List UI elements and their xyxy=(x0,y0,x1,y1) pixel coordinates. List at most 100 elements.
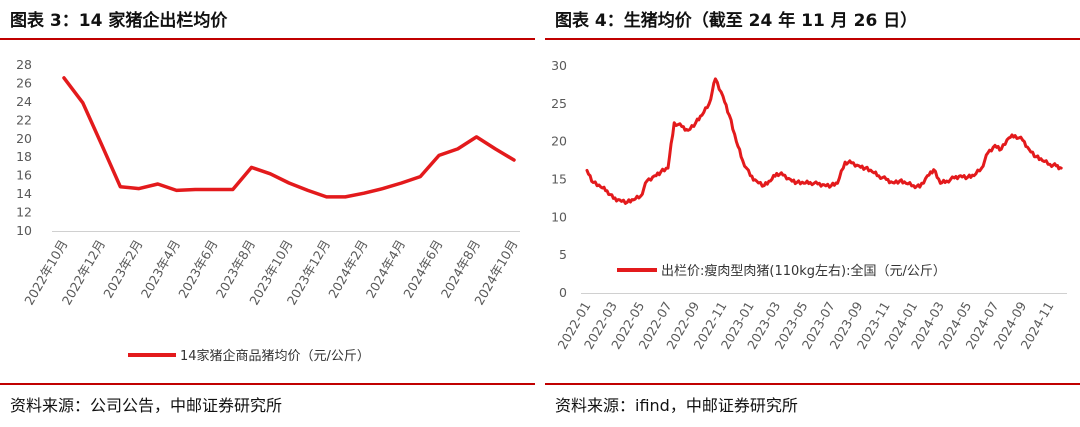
data-point xyxy=(437,154,441,157)
series-line-14-pig-companies xyxy=(62,76,516,199)
data-point xyxy=(475,135,478,139)
data-point xyxy=(769,180,772,183)
data-point xyxy=(763,184,766,187)
data-point xyxy=(749,174,752,177)
data-point xyxy=(885,178,888,181)
data-point xyxy=(994,144,996,147)
data-point xyxy=(898,180,901,183)
left-chart-title: 图表 3：14 家猪企出栏均价 xyxy=(10,11,228,31)
data-point xyxy=(986,152,989,155)
data-point xyxy=(932,168,935,171)
data-point xyxy=(381,187,384,190)
data-point xyxy=(194,188,197,191)
data-point xyxy=(877,174,880,177)
data-point xyxy=(137,187,141,190)
data-point xyxy=(212,188,216,191)
data-point xyxy=(1055,164,1058,167)
data-point xyxy=(802,182,805,185)
data-point xyxy=(306,189,309,192)
y-tick-label: 14 xyxy=(16,186,32,201)
y-tick-label: 22 xyxy=(16,112,32,127)
data-point xyxy=(980,167,983,170)
data-point xyxy=(741,159,744,162)
left-line-chart: 101214161820222426282022年10月2022年12月2023… xyxy=(16,57,521,364)
data-point xyxy=(830,184,833,187)
data-point xyxy=(666,167,669,170)
y-tick-label: 30 xyxy=(551,58,567,73)
data-point xyxy=(735,140,738,143)
y-tick-label: 10 xyxy=(551,209,567,224)
data-point xyxy=(871,170,874,173)
data-point xyxy=(1028,148,1030,151)
data-point xyxy=(456,147,459,151)
data-point xyxy=(918,186,921,189)
data-point xyxy=(959,174,962,177)
right-source-note: 资料来源：ifind，中邮证券研究所 xyxy=(555,396,798,415)
legend-label: 14家猪企商品猪均价（元/公斤） xyxy=(180,348,370,364)
data-point xyxy=(781,173,784,176)
data-point xyxy=(1060,167,1063,170)
right-top-rule xyxy=(545,38,1080,40)
y-tick-label: 26 xyxy=(16,75,32,90)
data-point xyxy=(789,178,792,181)
data-point xyxy=(939,182,942,185)
data-point xyxy=(775,172,778,175)
data-point xyxy=(904,182,907,185)
data-point xyxy=(1035,155,1038,158)
data-point xyxy=(119,185,122,188)
y-tick-label: 18 xyxy=(16,149,32,164)
data-point xyxy=(809,181,812,184)
data-point xyxy=(645,180,648,183)
data-point xyxy=(606,189,609,192)
y-tick-label: 16 xyxy=(16,168,32,183)
data-point xyxy=(700,114,703,117)
data-point xyxy=(81,101,84,105)
data-point xyxy=(618,198,621,201)
data-point xyxy=(722,95,724,98)
data-point xyxy=(1014,134,1017,137)
data-point xyxy=(836,182,839,185)
y-tick-label: 20 xyxy=(16,131,32,146)
right-chart-panel: 图表 4：生猪均价（截至 24 年 11 月 26 日） 0 5 10 15 20 25 3… xyxy=(545,0,1080,427)
data-point xyxy=(687,129,690,132)
data-point xyxy=(714,77,717,80)
data-point xyxy=(599,186,602,189)
y-tick-label: 15 xyxy=(551,172,567,187)
data-point xyxy=(419,175,422,178)
data-point xyxy=(912,184,915,187)
data-point xyxy=(626,201,629,204)
data-point xyxy=(653,174,656,177)
data-point xyxy=(1021,139,1024,142)
data-point xyxy=(850,161,853,164)
data-point xyxy=(62,76,66,80)
data-point xyxy=(1000,148,1003,151)
left-top-rule xyxy=(0,38,535,40)
data-point xyxy=(231,188,234,191)
data-point xyxy=(512,158,516,162)
y-tick-label: 5 xyxy=(559,247,567,262)
y-tick-label: 28 xyxy=(16,57,32,72)
data-point xyxy=(175,189,178,192)
y-tick-label: 12 xyxy=(16,205,32,220)
data-point xyxy=(269,172,272,176)
data-point xyxy=(325,195,328,199)
y-tick-label: 0 xyxy=(559,285,567,300)
left-source-note: 资料来源：公司公告，中邮证券研究所 xyxy=(10,396,283,415)
data-point xyxy=(795,181,798,184)
data-point xyxy=(966,176,969,179)
data-point xyxy=(728,114,731,117)
data-point xyxy=(673,121,676,124)
left-chart-panel: 图表 3：14 家猪企出栏均价 10 12 14 16 18 20 22 24 26 28 2022… xyxy=(0,0,535,427)
data-point xyxy=(708,102,711,105)
data-point xyxy=(816,183,819,186)
data-point xyxy=(250,166,253,169)
data-point xyxy=(680,125,683,128)
data-point xyxy=(945,180,948,183)
data-point xyxy=(755,180,758,183)
data-point xyxy=(1049,163,1052,166)
data-point xyxy=(344,195,347,199)
data-point xyxy=(362,191,366,195)
data-point xyxy=(639,195,642,198)
data-point xyxy=(592,181,595,184)
right-line-chart: 0510152025302022-012022-032022-052022-07… xyxy=(551,58,1067,352)
